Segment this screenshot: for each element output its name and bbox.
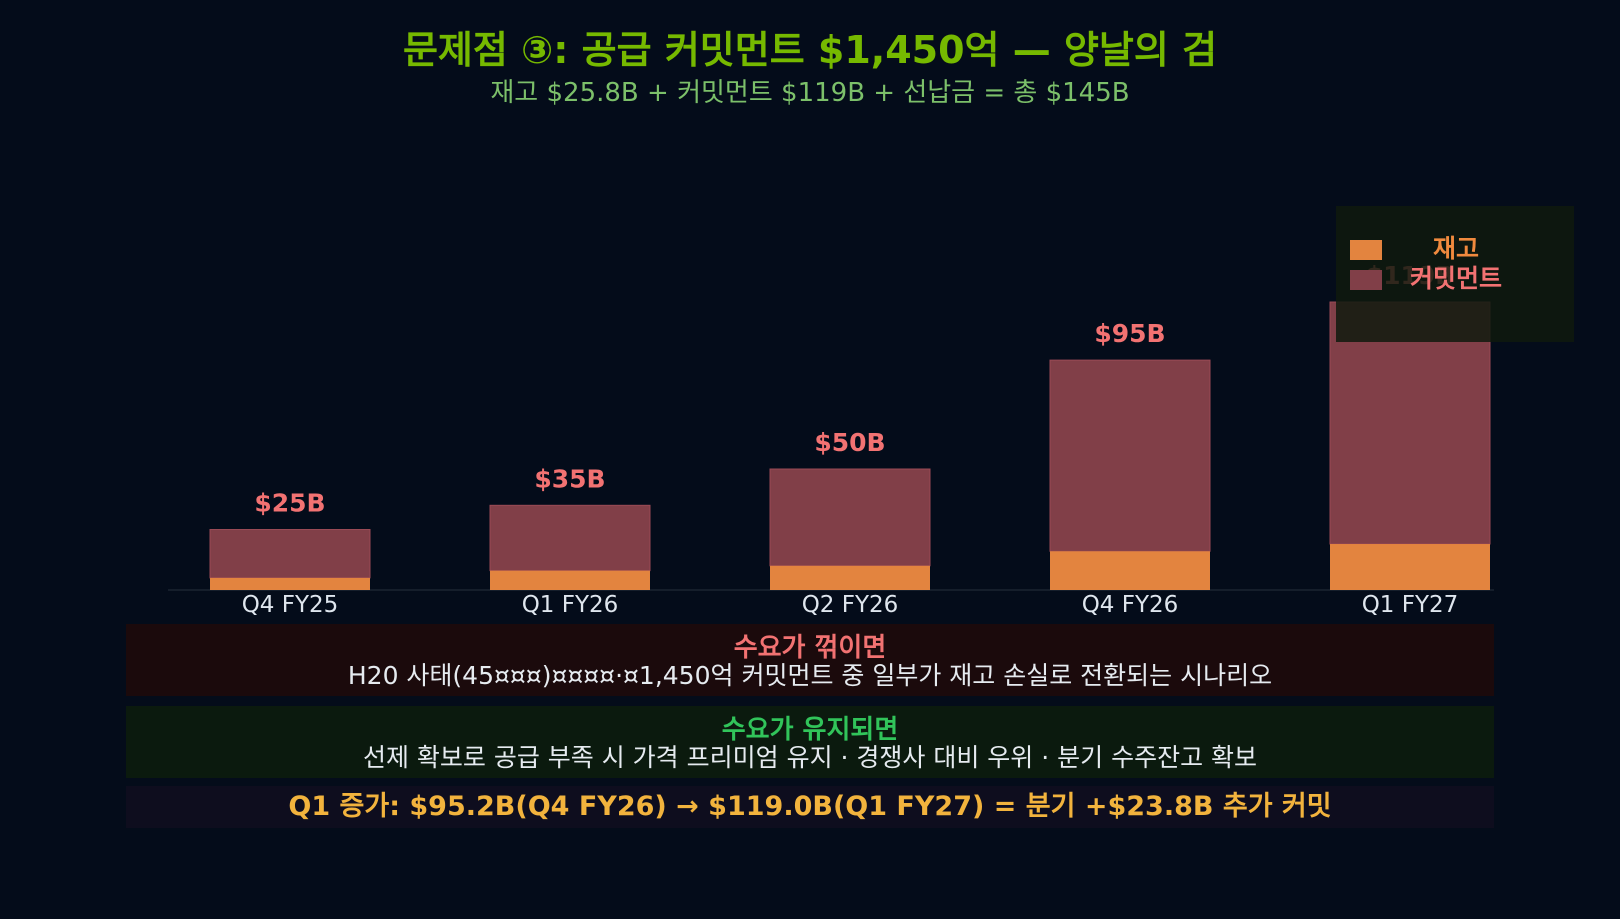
data-label: $35B	[534, 464, 605, 493]
upside-panel-heading: 수요가 유지되면	[721, 715, 899, 745]
data-label: $25B	[254, 489, 325, 518]
bar-inventory	[1330, 544, 1490, 590]
risk-panel-heading: 수요가 꺾이면	[733, 633, 887, 663]
x-tick-label: Q4 FY26	[1082, 592, 1179, 618]
legend: 재고 커밋먼트	[1336, 206, 1574, 342]
legend-label-commitment: 커밋먼트	[1410, 264, 1502, 293]
upside-panel: 수요가 유지되면 선제 확보로 공급 부족 시 가격 프리미엄 유지 · 경쟁사…	[126, 706, 1494, 778]
bar-inventory	[210, 577, 370, 590]
x-tick-label: Q1 FY26	[522, 592, 619, 618]
bar-commitment	[489, 504, 651, 572]
data-label: $50B	[814, 428, 885, 457]
bar-group: $25B Q4 FY25 $35B Q1 FY26 $50B Q2 FY26 $95B Q4 …	[209, 261, 1491, 618]
bar-inventory	[770, 565, 930, 590]
data-label: $95B	[1094, 319, 1165, 348]
page-title: 문제점 ③: 공급 커밋먼트 $1,450억 — 양날의 검	[402, 28, 1218, 72]
x-tick-label: Q1 FY27	[1362, 592, 1459, 618]
bar-commitment	[209, 529, 371, 579]
legend-swatch-inventory	[1350, 240, 1382, 260]
stacked-bar-chart: $25B Q4 FY25 $35B Q1 FY26 $50B Q2 FY26 $95B Q4 …	[168, 206, 1574, 618]
x-tick-label: Q2 FY26	[802, 592, 899, 618]
bar-inventory	[490, 570, 650, 590]
legend-label-inventory: 재고	[1433, 234, 1479, 263]
bar-inventory	[1050, 551, 1210, 590]
bar-commitment	[769, 468, 931, 567]
bar-commitment	[1049, 359, 1211, 552]
risk-panel-body: H20 사태(45¤¤¤)¤¤¤¤·¤1,450억 커밋먼트 중 일부가 재고 …	[347, 661, 1273, 690]
summary-panel: Q1 증가: $95.2B(Q4 FY26) → $119.0B(Q1 FY27…	[126, 786, 1494, 828]
page-subtitle: 재고 $25.8B + 커밋먼트 $119B + 선납금 = 총 $145B	[490, 78, 1130, 108]
upside-panel-body: 선제 확보로 공급 부족 시 가격 프리미엄 유지 · 경쟁사 대비 우위 · …	[362, 743, 1258, 772]
legend-swatch-commitment	[1350, 270, 1382, 290]
risk-panel: 수요가 꺾이면 H20 사태(45¤¤¤)¤¤¤¤·¤1,450억 커밋먼트 중…	[126, 624, 1494, 696]
summary-panel-text: Q1 증가: $95.2B(Q4 FY26) → $119.0B(Q1 FY27…	[288, 791, 1332, 822]
x-tick-label: Q4 FY25	[242, 592, 339, 618]
